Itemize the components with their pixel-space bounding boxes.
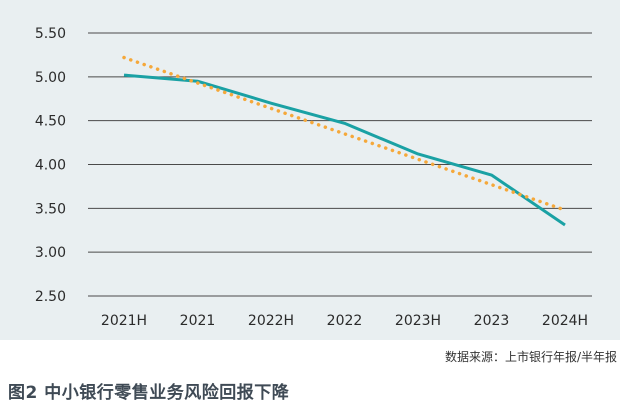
chart-panel: 5.50 5.00 4.50 4.00 3.50 3.00 2.50 2021H 2021 20… xyxy=(0,0,620,340)
x-tick-label: 2021 xyxy=(180,313,216,329)
y-tick-label: 4.50 xyxy=(35,114,66,130)
x-tick-label: 2024H xyxy=(542,313,588,329)
y-tick-label: 2.50 xyxy=(35,289,66,305)
figure-caption: 图2 中小银行零售业务风险回报下降 xyxy=(8,383,290,403)
x-tick-label: 2022 xyxy=(327,313,363,329)
x-tick-label: 2023H xyxy=(395,313,441,329)
x-tick-label: 2022H xyxy=(248,313,294,329)
series-line xyxy=(123,73,566,227)
y-axis-tick-labels: 5.50 5.00 4.50 4.00 3.50 3.00 2.50 xyxy=(35,26,66,305)
y-tick-label: 5.50 xyxy=(35,26,66,42)
source-note: 数据来源：上市银行年报/半年报 xyxy=(444,350,617,364)
x-tick-label: 2021H xyxy=(101,313,147,329)
y-tick-label: 3.00 xyxy=(35,245,66,261)
x-tick-label: 2023 xyxy=(474,313,510,329)
y-tick-label: 5.00 xyxy=(35,70,66,86)
y-tick-label: 3.50 xyxy=(35,201,66,217)
data-series xyxy=(122,55,567,227)
line-chart: 5.505.004.504.003.503.002.50 2021H 2021 20… xyxy=(35,26,592,329)
y-tick-label: 4.00 xyxy=(35,158,66,174)
x-axis-tick-labels: 2021H 2021 2022H 2022 2023H 2023 2024H xyxy=(101,313,588,329)
